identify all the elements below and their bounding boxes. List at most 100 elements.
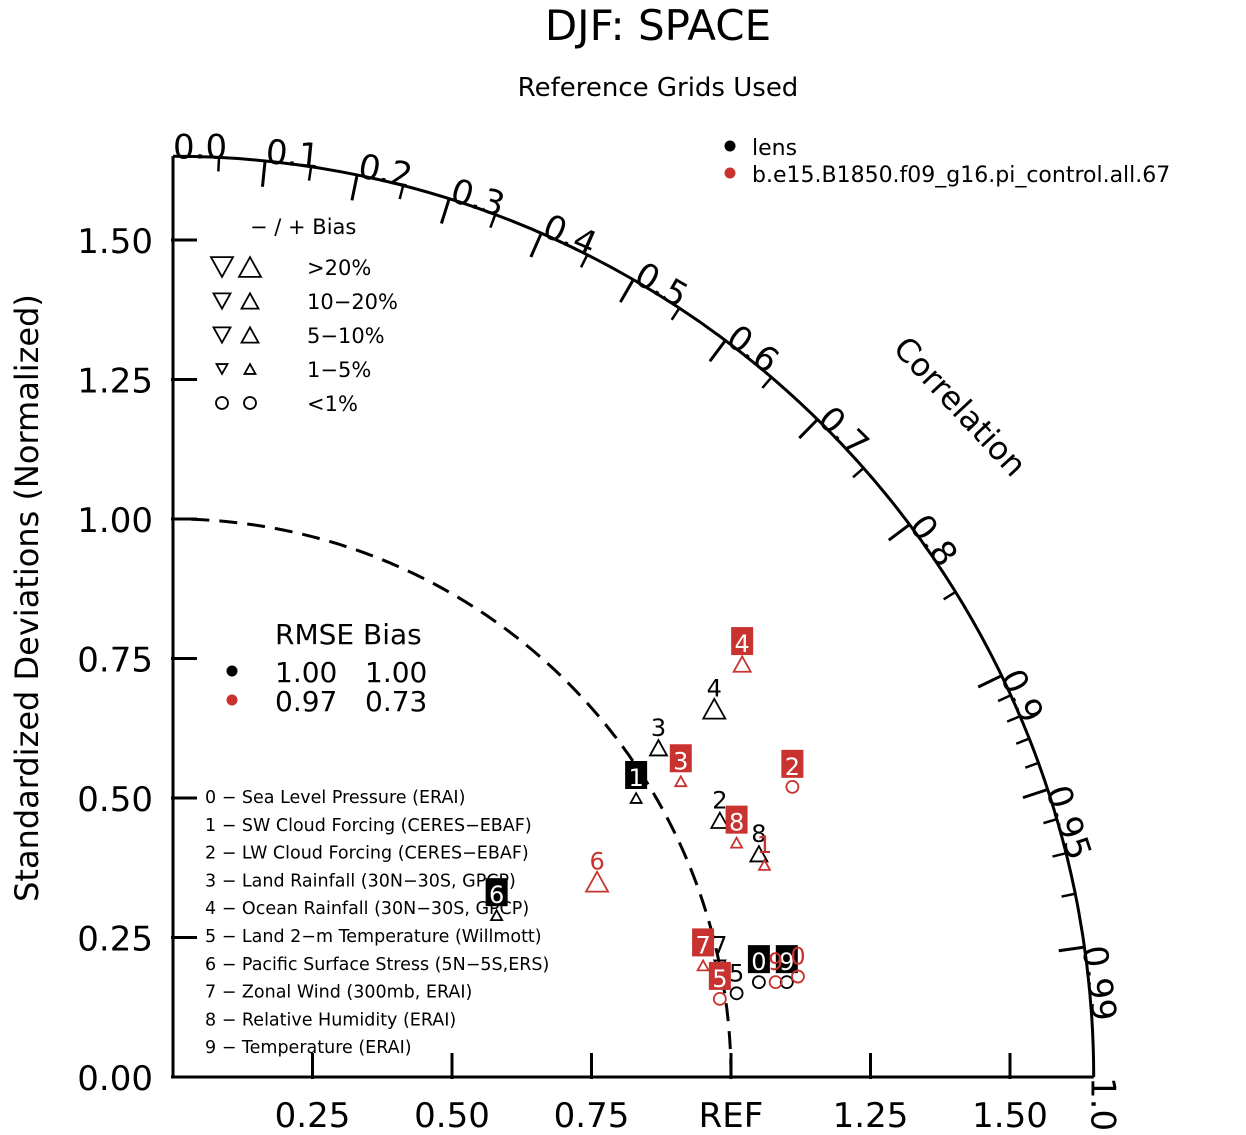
variable-legend-item: 2 − LW Cloud Forcing (CERES−EBAF) xyxy=(205,844,529,864)
data-point-label: 8 xyxy=(751,820,766,848)
bias-legend-marker-up xyxy=(242,362,258,375)
bias-legend-marker-up xyxy=(243,396,257,410)
y-tick-label: 1.00 xyxy=(77,501,153,541)
data-point-label: 6 xyxy=(589,848,604,876)
rmse-legend-dot xyxy=(226,694,238,706)
corr-minor-tick xyxy=(943,590,957,601)
model-legend-dot xyxy=(724,167,736,179)
data-point-label: 2 xyxy=(712,786,727,814)
data-point-label-box xyxy=(781,749,804,778)
variable-legend-item: 1 − SW Cloud Forcing (CERES−EBAF) xyxy=(205,816,532,836)
rmse-value: 1.00 xyxy=(275,656,337,689)
data-point-marker xyxy=(748,844,769,863)
corr-tick-label: 0.6 xyxy=(719,317,786,381)
corr-tick-label: 0.2 xyxy=(355,146,416,196)
corr-tick xyxy=(1022,788,1049,800)
data-point-label-box xyxy=(747,945,770,974)
model-legend-dot xyxy=(724,140,736,152)
rmse-value: 0.97 xyxy=(275,685,337,718)
y-tick-label: 1.50 xyxy=(77,222,153,262)
data-point-marker xyxy=(785,779,800,794)
y-tick-label: 0.75 xyxy=(77,641,153,681)
y-tick-label: 0.50 xyxy=(77,780,153,820)
corr-minor-tick xyxy=(398,185,405,200)
bias-value: 0.73 xyxy=(365,685,427,718)
data-point-label-box xyxy=(725,805,748,834)
chart-subtitle: Reference Grids Used xyxy=(518,73,799,103)
bias-legend-label: 1−5% xyxy=(307,358,371,382)
corr-tick-label: 0.8 xyxy=(901,507,965,574)
corr-minor-tick xyxy=(1015,737,1030,745)
data-point-marker xyxy=(629,791,644,804)
data-point-marker xyxy=(709,810,730,829)
data-point-label: 7 xyxy=(712,931,727,959)
bias-legend-marker-up xyxy=(239,291,261,310)
corr-tick xyxy=(708,339,727,363)
data-point-label-box xyxy=(775,945,798,974)
data-point-marker xyxy=(768,975,783,990)
bias-legend-marker-up xyxy=(239,325,261,344)
bias-legend-marker-down xyxy=(215,396,229,410)
bias-legend-label: >20% xyxy=(307,256,371,280)
variable-legend-item: 9 − Temperature (ERAI) xyxy=(205,1038,412,1058)
corr-minor-tick xyxy=(1024,761,1039,769)
reference-arc xyxy=(172,517,733,1078)
y-tick-label: 0.25 xyxy=(77,920,153,960)
data-point-marker xyxy=(757,858,772,871)
bias-legend-label: 5−10% xyxy=(307,324,385,348)
legends: lensb.e15.B1850.f09_g16.pi_control.all.6… xyxy=(205,136,1170,1058)
data-point-label: 3 xyxy=(673,747,688,775)
y-tick-label: 1.25 xyxy=(77,362,153,402)
corr-minor-tick xyxy=(1006,715,1021,723)
variable-legend-item: 5 − Land 2−m Temperature (Willmott) xyxy=(205,927,542,947)
data-point-marker xyxy=(712,991,727,1006)
data-point-label: 7 xyxy=(695,931,710,959)
data-point-marker xyxy=(701,696,727,720)
corr-tick-label: 0.7 xyxy=(810,399,877,465)
bias-legend-marker-down xyxy=(211,326,233,345)
data-point-label: 6 xyxy=(489,881,504,909)
corr-tick xyxy=(260,160,267,187)
corr-minor-tick xyxy=(852,467,865,479)
corr-tick xyxy=(529,232,543,258)
corr-minor-tick xyxy=(579,254,589,268)
data-point-label: 8 xyxy=(729,809,744,837)
data-point-label-box xyxy=(708,961,731,990)
data-point-marker xyxy=(779,975,794,990)
data-point-marker xyxy=(729,835,744,849)
data-point-label-box xyxy=(625,761,648,789)
corr-tick-label: 0.5 xyxy=(628,255,695,317)
bias-legend-marker-down xyxy=(211,292,233,311)
corr-minor-tick xyxy=(670,307,681,321)
x-tick-label: REF xyxy=(699,1096,764,1135)
variable-legend-item: 6 − Pacific Surface Stress (5N−5S,ERS) xyxy=(205,955,549,975)
data-point-label-box xyxy=(669,744,692,773)
corr-tick xyxy=(798,418,819,440)
data-point-marker xyxy=(752,975,766,990)
data-point-label: 9 xyxy=(779,948,794,976)
corr-minor-tick xyxy=(217,157,221,172)
correlation-label: Correlation xyxy=(886,329,1034,484)
rmse-legend-dot xyxy=(226,665,238,677)
corr-minor-tick xyxy=(997,694,1012,703)
variable-legend-item: 0 − Sea Level Pressure (ERAI) xyxy=(205,788,465,808)
x-tick-label: 0.75 xyxy=(554,1096,630,1135)
y-tick-label: 0.00 xyxy=(77,1059,153,1099)
corr-tick xyxy=(439,198,451,224)
bias-value: 1.00 xyxy=(365,656,427,689)
data-point-label-box xyxy=(485,878,508,907)
corr-tick-label: 0.0 xyxy=(173,127,227,167)
data-point-marker xyxy=(729,986,744,1001)
model-legend-label: b.e15.B1850.f09_g16.pi_control.all.67 xyxy=(752,163,1170,188)
variable-legend-item: 3 − Land Rainfall (30N−30S, GPCP) xyxy=(205,871,516,891)
data-point-marker xyxy=(696,958,711,972)
x-tick-label: 1.50 xyxy=(972,1096,1048,1135)
bias-legend-marker-up xyxy=(237,255,263,278)
data-point-label: 5 xyxy=(712,965,727,993)
variable-legend-item: 8 − Relative Humidity (ERAI) xyxy=(205,1010,456,1030)
y-axis-label: Standardized Deviations (Normalized) xyxy=(8,294,46,902)
data-point-label: 5 xyxy=(729,959,744,987)
chart-title: DJF: SPACE xyxy=(545,1,771,50)
